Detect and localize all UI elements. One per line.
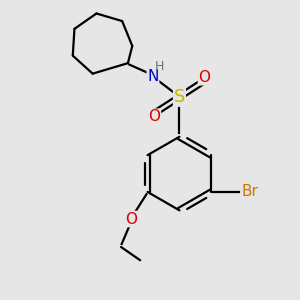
Text: O: O	[125, 212, 137, 226]
Text: Br: Br	[241, 184, 258, 200]
Text: N: N	[147, 69, 159, 84]
Text: S: S	[174, 88, 185, 106]
Text: O: O	[148, 109, 160, 124]
Text: O: O	[199, 70, 211, 85]
Text: H: H	[155, 61, 164, 74]
